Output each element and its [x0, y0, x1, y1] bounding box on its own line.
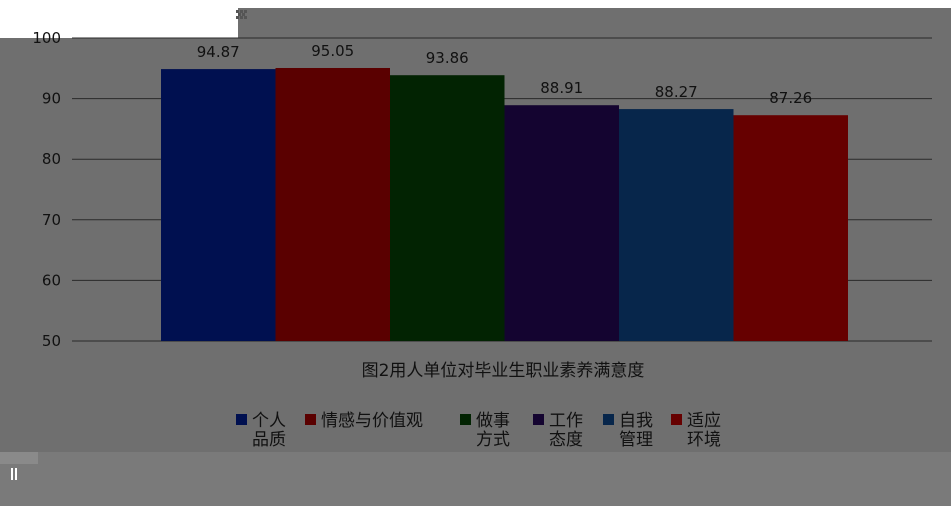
legend-swatch: [671, 414, 682, 425]
lower-panel: [0, 452, 951, 506]
legend-label: 做事: [476, 411, 510, 431]
legend-label: 环境: [687, 430, 721, 450]
legend-swatch: [603, 414, 614, 425]
legend-label: 个人: [252, 411, 286, 431]
top-strip: [238, 0, 951, 8]
bar: [161, 69, 276, 341]
legend-swatch: [460, 414, 471, 425]
legend-swatch: [236, 414, 247, 425]
data-label: 88.27: [655, 83, 698, 101]
bar: [733, 115, 848, 341]
bar: [390, 75, 505, 341]
data-label: 93.86: [426, 49, 469, 67]
legend-label: 品质: [252, 430, 286, 450]
legend-swatch: [533, 414, 544, 425]
y-tick-label: 50: [42, 332, 61, 350]
x-axis-label: 图2用人单位对毕业生职业素养满意度: [362, 361, 645, 381]
legend-swatch: [305, 414, 316, 425]
data-label: 88.91: [540, 79, 583, 97]
bar: [619, 109, 734, 341]
y-tick-label: 80: [42, 150, 61, 168]
data-labels: 94.87 95.05 93.86 88.91 88.27 87.26: [197, 42, 812, 107]
y-tick-label: 100: [32, 29, 61, 47]
resize-handle-icon[interactable]: [236, 10, 247, 19]
y-tick-label: 60: [42, 271, 61, 289]
bar: [275, 67, 390, 341]
data-label: 94.87: [197, 43, 240, 61]
legend-label: 方式: [476, 430, 510, 450]
y-axis-ticks: 50 60 70 80 90 100: [32, 29, 61, 350]
y-tick-label: 90: [42, 90, 61, 108]
legend-label: 自我: [619, 411, 653, 431]
lower-panel-notch: [0, 452, 38, 464]
bars: [161, 67, 848, 341]
data-label: 95.05: [311, 42, 354, 60]
legend-label: 管理: [619, 430, 653, 450]
data-label: 87.26: [769, 89, 812, 107]
bar: [504, 105, 619, 341]
legend-label: 态度: [549, 430, 583, 450]
y-tick-label: 70: [42, 211, 61, 229]
legend-label: 适应: [687, 411, 721, 431]
top-left-blank: [0, 0, 238, 38]
legend-label: 情感与价值观: [321, 411, 423, 431]
scroll-grip-icon[interactable]: [11, 468, 17, 480]
legend-label: 工作: [549, 411, 583, 431]
